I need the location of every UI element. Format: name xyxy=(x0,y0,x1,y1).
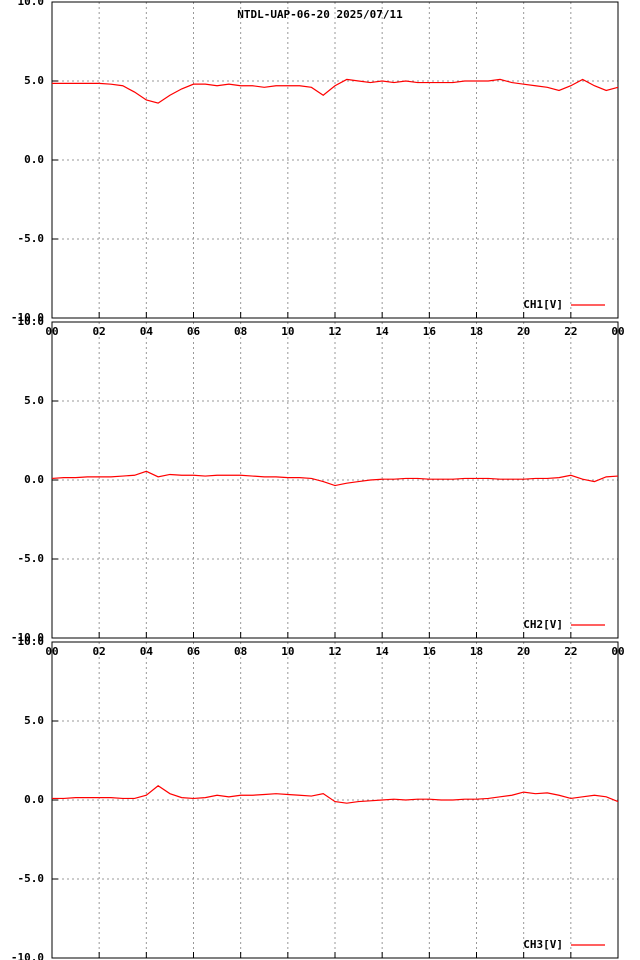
x-tick-label: 12 xyxy=(328,325,341,338)
y-tick-label: 0.0 xyxy=(24,473,44,486)
x-tick-label: 16 xyxy=(423,325,437,338)
x-tick-label: 18 xyxy=(470,325,483,338)
x-tick-label: 10 xyxy=(281,645,294,658)
y-tick-label: -5.0 xyxy=(18,872,45,885)
y-tick-label: -10.0 xyxy=(11,311,44,324)
legend-label: CH1[V] xyxy=(523,298,563,311)
x-tick-label: 14 xyxy=(376,645,390,658)
data-line xyxy=(51,470,619,487)
x-tick-label: 08 xyxy=(234,645,247,658)
x-tick-label: 06 xyxy=(187,325,201,338)
y-tick-label: -10.0 xyxy=(11,631,44,644)
x-tick-label: 18 xyxy=(470,645,483,658)
plot-frame xyxy=(51,641,619,959)
data-line xyxy=(52,785,619,804)
x-tick-label: 06 xyxy=(187,645,201,658)
y-tick-label: 0.0 xyxy=(24,153,44,166)
x-tick-label: 04 xyxy=(140,325,154,338)
y-tick-label: 5.0 xyxy=(24,394,44,407)
x-tick-label: 22 xyxy=(564,645,577,658)
y-tick-label: 0.0 xyxy=(24,793,44,806)
y-tick-label: 10.0 xyxy=(18,315,45,328)
plot-frame xyxy=(51,321,619,639)
y-tick-label: 10.0 xyxy=(18,635,45,648)
x-tick-label: 02 xyxy=(93,645,106,658)
x-tick-label: 02 xyxy=(93,325,106,338)
x-tick-label: 16 xyxy=(423,645,437,658)
x-tick-label: 04 xyxy=(140,645,154,658)
x-tick-label: 08 xyxy=(234,325,247,338)
data-line xyxy=(52,78,619,104)
y-tick-label: -5.0 xyxy=(18,552,45,565)
x-tick-label: 20 xyxy=(517,645,530,658)
x-tick-label: 12 xyxy=(328,645,341,658)
x-tick-label: 10 xyxy=(281,325,294,338)
chart-title: NTDL-UAP-06-20 2025/07/11 xyxy=(237,8,403,21)
y-tick-label: 5.0 xyxy=(24,74,44,87)
y-tick-label: 5.0 xyxy=(24,714,44,727)
x-tick-label: 20 xyxy=(517,325,530,338)
legend-label: CH2[V] xyxy=(523,618,563,631)
legend-label: CH3[V] xyxy=(523,938,563,951)
x-tick-label: 22 xyxy=(564,325,577,338)
y-tick-label: 10.0 xyxy=(18,0,45,8)
plot-frame xyxy=(51,1,619,319)
y-tick-label: -10.0 xyxy=(11,951,44,960)
x-tick-label: 14 xyxy=(376,325,390,338)
y-tick-label: -5.0 xyxy=(18,232,45,245)
